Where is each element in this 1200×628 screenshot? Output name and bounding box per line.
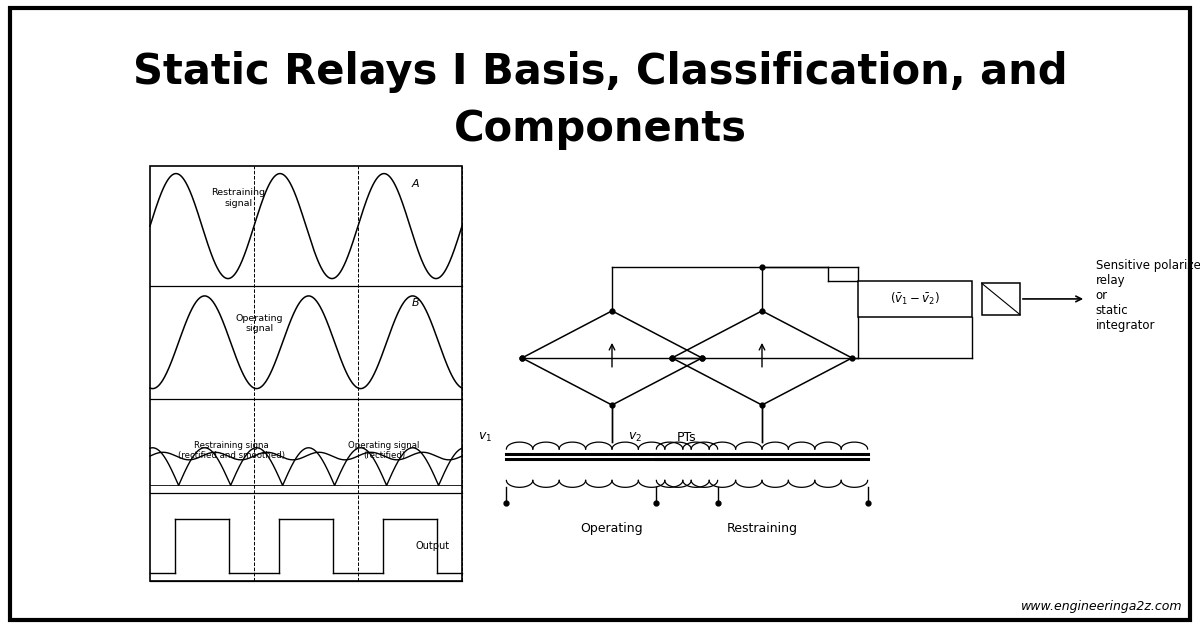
Text: Output: Output (416, 541, 450, 551)
Bar (150, 166, 462, 581)
Text: Static Relays I Basis, Classification, and: Static Relays I Basis, Classification, a… (133, 51, 1067, 93)
Text: Components: Components (454, 108, 746, 149)
Bar (982, 283, 1020, 315)
Text: Operating
signal: Operating signal (235, 314, 283, 333)
Text: PTs: PTs (677, 431, 697, 444)
Text: Restraining
signal: Restraining signal (211, 188, 265, 207)
Text: Restraining: Restraining (726, 522, 798, 535)
Text: Restraining signa
(rectified and smoothed): Restraining signa (rectified and smoothe… (178, 441, 284, 460)
Text: $(\bar{v}_1 - \bar{v}_2)$: $(\bar{v}_1 - \bar{v}_2)$ (890, 291, 940, 307)
Bar (858, 281, 972, 317)
Text: www.engineeringa2z.com: www.engineeringa2z.com (1020, 600, 1182, 612)
Text: Sensitive polarized
relay
or
static
integrator: Sensitive polarized relay or static inte… (1096, 259, 1200, 332)
Text: B: B (412, 298, 419, 308)
Text: $v_2$: $v_2$ (628, 431, 642, 444)
Text: $v_1$: $v_1$ (478, 431, 492, 444)
Text: Operating: Operating (581, 522, 643, 535)
Text: Operating signal
(rectified): Operating signal (rectified) (348, 441, 420, 460)
Text: A: A (412, 179, 419, 189)
